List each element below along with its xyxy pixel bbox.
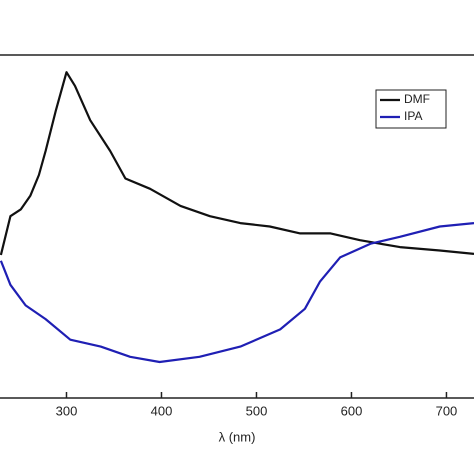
x-tick-label: 400: [151, 403, 173, 418]
x-axis-label: λ (nm): [219, 429, 256, 444]
plot-frame: [0, 54, 474, 399]
legend-box: [375, 89, 447, 129]
x-tick-label: 600: [341, 403, 363, 418]
x-tick-label: 300: [56, 403, 78, 418]
x-tick-label: 700: [436, 403, 458, 418]
legend-label: DMF: [404, 92, 430, 106]
line-series: [0, 222, 474, 364]
x-tick-label: 500: [246, 403, 268, 418]
line-series: [0, 71, 474, 256]
legend-label: IPA: [404, 109, 422, 123]
